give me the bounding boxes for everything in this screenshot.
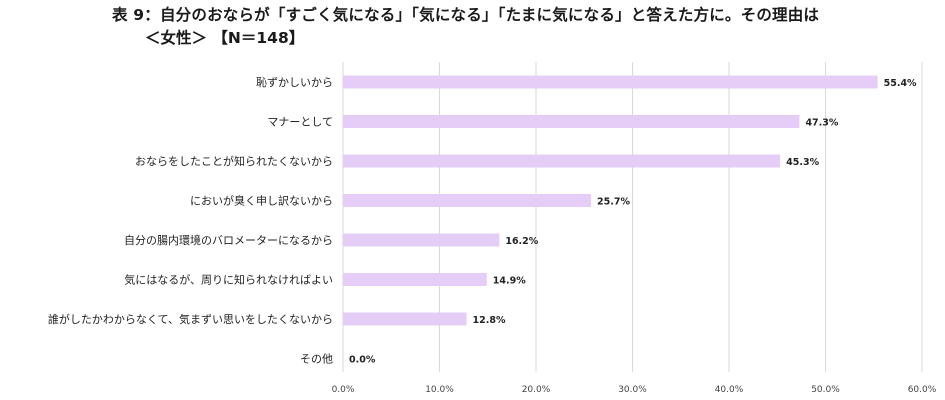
chart-title: 表 9：自分のおならが「すごく気になる」「気になる」「たまに気になる」と答えた方… bbox=[0, 0, 945, 52]
x-tick-label: 30.0% bbox=[618, 385, 647, 395]
category-label: おならをしたことが知られたくないから bbox=[135, 154, 333, 168]
value-label: 0.0% bbox=[349, 355, 376, 366]
x-tick-label: 0.0% bbox=[332, 385, 355, 395]
x-tick-label: 10.0% bbox=[425, 385, 454, 395]
chart-title-line2: ＜女性＞ 【N＝148】 bbox=[145, 29, 305, 47]
bar bbox=[343, 194, 592, 207]
bar-chart: 0.0% 10.0% 20.0% 30.0% 40.0% 50.0% 60.0% 恥ずかしいか… bbox=[48, 62, 937, 395]
value-label: 47.3% bbox=[805, 118, 838, 129]
value-label: 12.8% bbox=[473, 315, 506, 326]
x-tick-label: 60.0% bbox=[908, 385, 937, 395]
bar bbox=[343, 75, 878, 89]
x-tick-label: 40.0% bbox=[715, 385, 744, 395]
value-label: 14.9% bbox=[493, 276, 526, 287]
bar bbox=[343, 115, 800, 128]
chart-title-line1: 表 9：自分のおならが「すごく気になる」「気になる」「たまに気になる」と答えた方… bbox=[112, 6, 820, 24]
value-label: 55.4% bbox=[884, 78, 917, 89]
value-label: 16.2% bbox=[505, 236, 538, 247]
bar bbox=[343, 312, 467, 326]
category-label: 恥ずかしいから bbox=[256, 76, 333, 89]
x-tick-label: 20.0% bbox=[522, 385, 551, 395]
category-label: マナーとして bbox=[267, 116, 333, 129]
value-label: 25.7% bbox=[597, 197, 630, 208]
category-label: においが臭く申し訳ないから bbox=[190, 194, 333, 208]
category-label: 誰がしたかわからなくて、気まずい思いをしたくないから bbox=[48, 312, 333, 326]
category-label: その他 bbox=[300, 353, 333, 366]
bar bbox=[343, 233, 500, 247]
value-label: 45.3% bbox=[786, 157, 819, 168]
x-tick-label: 50.0% bbox=[811, 385, 840, 395]
bar bbox=[343, 154, 781, 168]
category-label: 自分の腸内環境のバロメーターになるから bbox=[124, 233, 333, 247]
bar bbox=[343, 273, 487, 286]
category-label: 気にはなるが、周りに知られなければよい bbox=[124, 273, 333, 287]
